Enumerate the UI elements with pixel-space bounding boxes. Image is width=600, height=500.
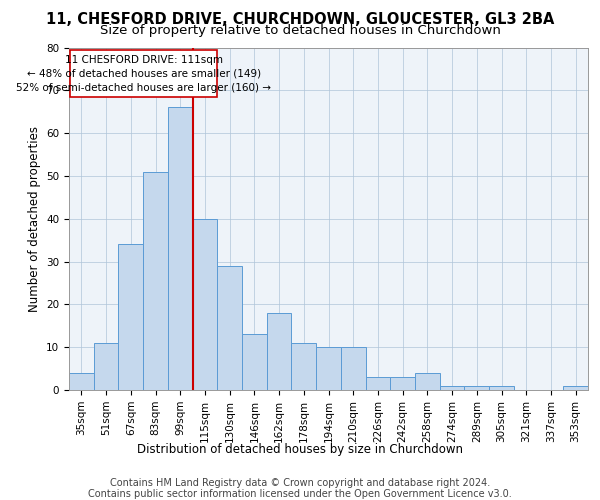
Bar <box>143 172 168 390</box>
Bar <box>118 244 143 390</box>
Bar <box>217 266 242 390</box>
Bar <box>365 377 390 390</box>
Text: 52% of semi-detached houses are larger (160) →: 52% of semi-detached houses are larger (… <box>16 82 271 92</box>
Bar <box>489 386 514 390</box>
Bar <box>464 386 489 390</box>
Bar <box>415 373 440 390</box>
Bar <box>69 373 94 390</box>
Bar <box>316 347 341 390</box>
Bar <box>94 343 118 390</box>
Text: 11, CHESFORD DRIVE, CHURCHDOWN, GLOUCESTER, GL3 2BA: 11, CHESFORD DRIVE, CHURCHDOWN, GLOUCEST… <box>46 12 554 28</box>
Text: ← 48% of detached houses are smaller (149): ← 48% of detached houses are smaller (14… <box>26 69 261 79</box>
Y-axis label: Number of detached properties: Number of detached properties <box>28 126 41 312</box>
Bar <box>193 219 217 390</box>
Bar <box>341 347 365 390</box>
Text: Size of property relative to detached houses in Churchdown: Size of property relative to detached ho… <box>100 24 500 37</box>
Bar <box>242 334 267 390</box>
Text: Contains HM Land Registry data © Crown copyright and database right 2024.: Contains HM Land Registry data © Crown c… <box>110 478 490 488</box>
Bar <box>292 343 316 390</box>
Bar <box>168 108 193 390</box>
Bar <box>440 386 464 390</box>
Text: Distribution of detached houses by size in Churchdown: Distribution of detached houses by size … <box>137 442 463 456</box>
Bar <box>563 386 588 390</box>
Bar <box>390 377 415 390</box>
Bar <box>267 313 292 390</box>
FancyBboxPatch shape <box>70 50 217 96</box>
Text: 11 CHESFORD DRIVE: 111sqm: 11 CHESFORD DRIVE: 111sqm <box>65 55 223 65</box>
Text: Contains public sector information licensed under the Open Government Licence v3: Contains public sector information licen… <box>88 489 512 499</box>
